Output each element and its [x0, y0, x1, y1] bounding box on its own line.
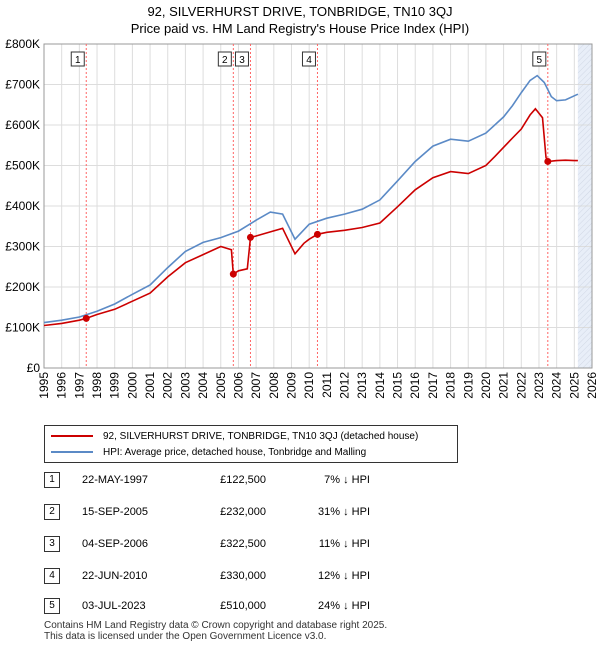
- sale-hpi-diff: 24% ↓ HPI: [318, 600, 370, 612]
- x-tick-label: 2005: [214, 372, 228, 399]
- legend-label-hpi: HPI: Average price, detached house, Tonb…: [103, 446, 367, 458]
- y-tick-label: £600K: [5, 118, 40, 132]
- sale-point: [313, 230, 321, 238]
- x-tick-label: 1999: [108, 372, 122, 399]
- sale-hpi-diff: 7% ↓ HPI: [324, 474, 370, 486]
- x-tick-label: 2021: [497, 372, 511, 399]
- sale-date: 03-JUL-2023: [82, 600, 146, 612]
- x-tick-label: 2015: [391, 372, 405, 399]
- y-tick-label: £700K: [5, 78, 40, 92]
- y-tick-label: £400K: [5, 199, 40, 213]
- y-tick-label: £100K: [5, 321, 40, 335]
- sale-number-badge: 2: [44, 504, 60, 520]
- x-tick-label: 2024: [550, 372, 564, 399]
- sale-label-box: [301, 51, 316, 67]
- x-tick-label: 2025: [567, 372, 581, 399]
- sale-number-badge: 4: [44, 568, 60, 584]
- sale-number-badge: 3: [44, 536, 60, 552]
- table-row: 3 04-SEP-2006 £322,500 11% ↓ HPI: [44, 536, 584, 554]
- x-tick-label: 2008: [267, 372, 281, 399]
- sale-date: 15-SEP-2005: [82, 506, 149, 518]
- x-tick-label: 2014: [373, 372, 387, 399]
- x-tick-label: 2003: [178, 372, 192, 399]
- sale-label-box: [217, 51, 232, 67]
- x-tick-label: 2007: [249, 372, 263, 399]
- x-tick-label: 2023: [532, 372, 546, 399]
- sale-hpi-diff: 12% ↓ HPI: [318, 570, 370, 582]
- x-tick-label: 2000: [125, 372, 139, 399]
- plot-border: [43, 43, 593, 369]
- sale-price: £122,500: [220, 474, 266, 486]
- x-tick-label: 2011: [320, 372, 334, 398]
- table-row: 1 22-MAY-1997 £122,500 7% ↓ HPI: [44, 472, 584, 490]
- x-tick-label: 2016: [408, 372, 422, 399]
- sale-hpi-diff: 11% ↓ HPI: [318, 538, 370, 550]
- footer-attribution: Contains HM Land Registry data © Crown c…: [44, 620, 387, 642]
- sale-label-text: 3: [239, 55, 245, 66]
- x-tick-label: 2012: [338, 372, 352, 399]
- x-tick-label: 2002: [161, 372, 175, 399]
- y-tick-label: £0: [27, 361, 41, 375]
- sale-label-text: 2: [222, 55, 228, 66]
- sale-label-box: [70, 51, 85, 67]
- x-tick-label: 2018: [444, 372, 458, 399]
- table-row: 4 22-JUN-2010 £330,000 12% ↓ HPI: [44, 568, 584, 586]
- price-chart: 1 2 3 4 5£0£100K£200K£300K£400K£500K£600K£70…: [5, 37, 599, 399]
- x-tick-label: 1996: [55, 372, 69, 399]
- x-tick-label: 2010: [302, 372, 316, 399]
- x-tick-label: 2022: [514, 372, 528, 399]
- x-tick-label: 1997: [72, 372, 86, 399]
- legend-item-property: 92, SILVERHURST DRIVE, TONBRIDGE, TN10 3…: [51, 428, 418, 444]
- sale-label-box: [234, 51, 249, 67]
- forecast-hatch: [577, 44, 592, 368]
- x-tick-label: 2001: [143, 372, 157, 399]
- hpi-series-line: [43, 74, 579, 324]
- sale-date: 22-MAY-1997: [82, 474, 149, 486]
- x-tick-label: 2020: [479, 372, 493, 399]
- sale-price: £232,000: [220, 506, 266, 518]
- y-tick-label: £300K: [5, 240, 40, 254]
- sale-number-badge: 1: [44, 472, 60, 488]
- legend-swatch-hpi: [51, 451, 93, 453]
- y-tick-label: £800K: [5, 37, 40, 51]
- x-tick-label: 2019: [461, 372, 475, 399]
- y-tick-label: £200K: [5, 280, 40, 294]
- sale-price: £322,500: [220, 538, 266, 550]
- sale-number-badge: 5: [44, 598, 60, 614]
- footer-line-copyright: Contains HM Land Registry data © Crown c…: [44, 620, 388, 631]
- table-row: 5 03-JUL-2023 £510,000 24% ↓ HPI: [44, 598, 584, 616]
- x-tick-label: 2026: [585, 372, 599, 399]
- x-tick-label: 1995: [37, 372, 51, 399]
- sale-point: [229, 270, 237, 278]
- sale-date: 22-JUN-2010: [82, 570, 148, 582]
- x-tick-label: 2013: [355, 372, 369, 399]
- sale-label-text: 4: [306, 55, 312, 66]
- legend-item-hpi: HPI: Average price, detached house, Tonb…: [51, 444, 366, 460]
- sale-label-box: [532, 51, 547, 67]
- sale-point: [246, 233, 254, 241]
- y-tick-label: £500K: [5, 159, 40, 173]
- sale-price: £330,000: [220, 570, 266, 582]
- sale-date: 04-SEP-2006: [82, 538, 149, 550]
- chart-title: 92, SILVERHURST DRIVE, TONBRIDGE, TN10 3…: [147, 4, 453, 19]
- x-tick-label: 2017: [426, 372, 440, 399]
- x-tick-label: 1998: [90, 372, 104, 399]
- x-tick-label: 2006: [231, 372, 245, 399]
- sale-label-text: 1: [75, 55, 81, 66]
- legend-swatch-property: [51, 435, 93, 437]
- x-tick-label: 2004: [196, 372, 210, 399]
- sale-label-text: 5: [537, 55, 543, 66]
- chart-subtitle: Price paid vs. HM Land Registry's House …: [130, 21, 470, 36]
- sale-hpi-diff: 31% ↓ HPI: [318, 506, 370, 518]
- chart-legend: 92, SILVERHURST DRIVE, TONBRIDGE, TN10 3…: [44, 425, 458, 463]
- footer-line-license: This data is licensed under the Open Gov…: [44, 631, 327, 642]
- x-tick-label: 2009: [284, 372, 298, 399]
- table-row: 2 15-SEP-2005 £232,000 31% ↓ HPI: [44, 504, 584, 522]
- sale-point: [82, 314, 90, 322]
- sale-price: £510,000: [220, 600, 266, 612]
- legend-label-property: 92, SILVERHURST DRIVE, TONBRIDGE, TN10 3…: [103, 430, 419, 442]
- sale-point: [544, 157, 552, 165]
